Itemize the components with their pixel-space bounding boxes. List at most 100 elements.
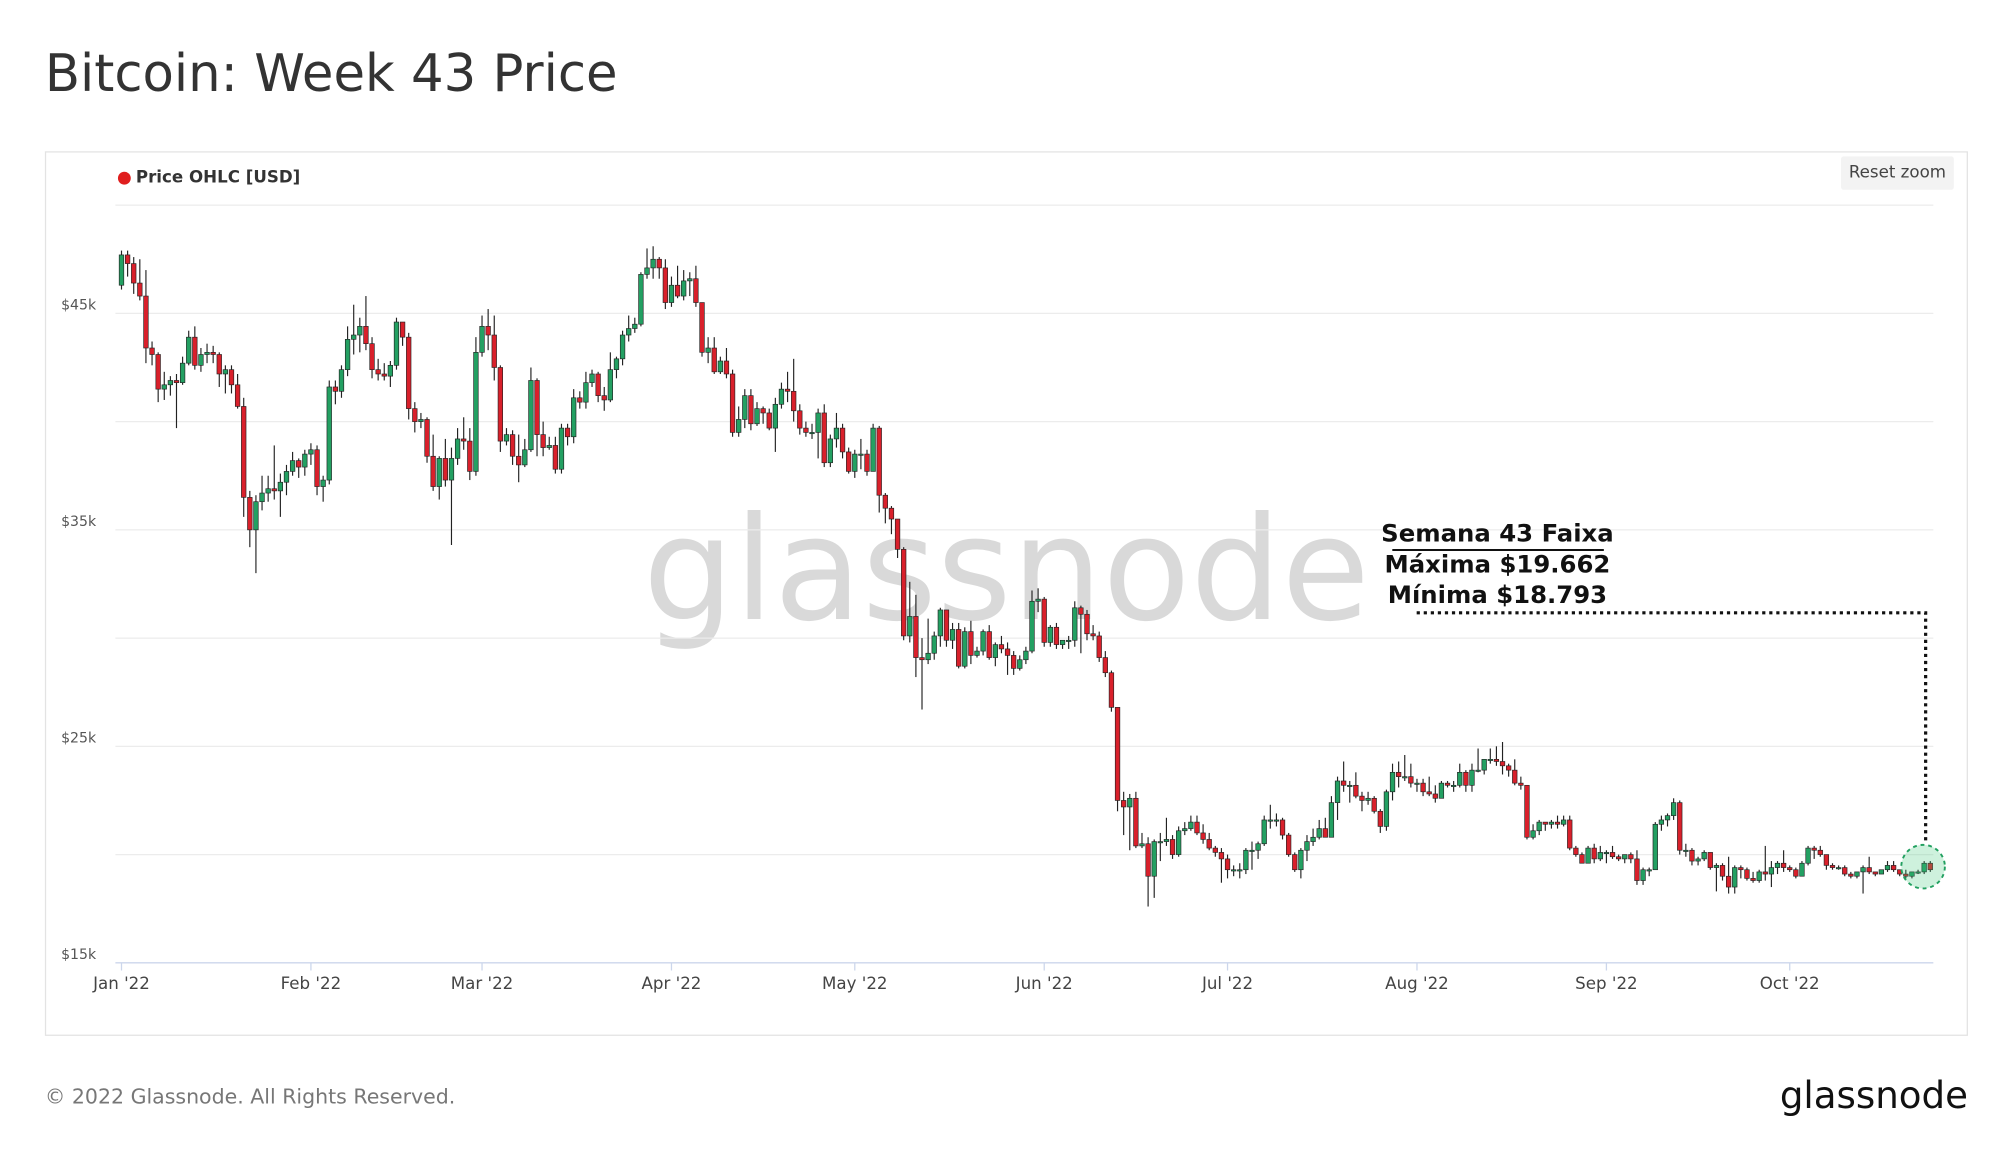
candle-body — [613, 358, 620, 370]
candle-body — [338, 369, 345, 392]
candle-body — [986, 631, 992, 658]
candle-body — [1475, 769, 1481, 772]
candle-body — [259, 492, 265, 503]
candle-body — [1664, 815, 1671, 821]
candle-body — [1567, 819, 1573, 849]
candle-body — [179, 362, 186, 383]
candle-body — [186, 336, 192, 364]
candle-body — [711, 347, 717, 373]
candle-body — [1145, 843, 1151, 877]
candle-body — [1499, 761, 1506, 767]
candle-body — [1353, 784, 1359, 797]
candle-body — [1426, 791, 1432, 795]
candle-body — [1457, 771, 1463, 786]
candle-body — [1640, 869, 1646, 881]
plot-area: $15k $25k $35k $45k Jan '22 Feb '22 Mar '22 Apr… — [61, 204, 1934, 993]
candle-body — [638, 274, 644, 325]
candle-body — [497, 367, 503, 442]
button-label[interactable]: Reset zoom — [1849, 163, 1946, 182]
reset-zoom-button[interactable]: Reset zoom — [1841, 156, 1954, 190]
candle-body — [1102, 657, 1108, 674]
x-tick-label: Jan '22 — [92, 974, 150, 993]
candle-body — [980, 631, 986, 652]
candle-body — [308, 449, 314, 455]
chart-title: Bitcoin: Week 43 Price — [45, 44, 618, 104]
candle-body — [1169, 839, 1176, 855]
candle-body — [650, 258, 656, 269]
candle-body — [1890, 865, 1897, 871]
button-bg[interactable] — [1841, 156, 1954, 190]
candle-body — [1365, 797, 1371, 801]
candle-body — [949, 629, 956, 641]
candle-body — [564, 427, 571, 438]
candle-body — [1579, 854, 1585, 864]
candle-body — [662, 267, 668, 303]
y-tick-label: $15k — [61, 947, 97, 963]
candle-body — [791, 390, 797, 412]
candle-body — [1231, 869, 1237, 872]
candle-body — [1182, 828, 1188, 832]
candle-body — [1383, 791, 1390, 827]
candle-body — [534, 380, 540, 435]
annotation: Semana 43 Faixa Máxima $19.662 Mínima $1… — [1381, 519, 1946, 890]
candle-body — [693, 278, 699, 303]
candle-body — [216, 354, 222, 375]
candle-body — [210, 352, 216, 355]
candle-body — [1493, 759, 1500, 762]
candle-body — [1652, 823, 1658, 871]
candle-body — [601, 395, 607, 401]
candle-body — [729, 373, 736, 433]
candle-body — [577, 397, 583, 403]
logo: glassnode — [1780, 1073, 1968, 1117]
watermark: glassnode — [643, 486, 1370, 653]
candle-body — [296, 460, 302, 468]
candle-body — [271, 488, 277, 492]
candle-body — [882, 494, 888, 509]
candle-body — [870, 427, 876, 472]
candle-body — [491, 334, 497, 368]
candle-body — [473, 352, 479, 472]
candle-body — [736, 419, 742, 433]
candle-body — [522, 449, 528, 466]
candle-body — [1286, 834, 1292, 855]
candle-body — [1444, 782, 1451, 786]
chart-frame — [44, 151, 1968, 1036]
candle-body — [888, 507, 895, 520]
candle-body — [436, 458, 442, 487]
candle-body — [1835, 867, 1842, 870]
candle-body — [571, 397, 577, 438]
candle-body — [1738, 867, 1744, 871]
candle-body — [1212, 847, 1218, 853]
candle-body — [173, 380, 180, 383]
candle-body — [1047, 626, 1053, 643]
candle-body — [1848, 873, 1854, 877]
footer: © 2022 Glassnode. All Rights Reserved. — [45, 1084, 455, 1108]
candle-body — [1322, 828, 1328, 838]
candle-body — [583, 382, 589, 403]
candle-body — [1597, 852, 1603, 860]
candle-body — [1915, 871, 1921, 874]
candle-body — [1842, 867, 1848, 875]
candle-body — [1658, 819, 1665, 825]
candle-body — [1530, 830, 1536, 838]
candle-body — [748, 395, 754, 425]
x-tick-label: Sep '22 — [1575, 974, 1637, 993]
candle-body — [1163, 839, 1170, 842]
candle-body — [1200, 832, 1206, 840]
candle-body — [858, 453, 864, 456]
candle-body — [1805, 847, 1811, 864]
candle-body — [1292, 854, 1298, 871]
candle-body — [1133, 797, 1139, 847]
candle-body — [1487, 759, 1493, 761]
candle-body — [919, 657, 925, 661]
candle-body — [1432, 793, 1438, 799]
candle-body — [1585, 847, 1591, 864]
candle-body — [1713, 865, 1720, 868]
candle-body — [968, 631, 974, 656]
candle-body — [1451, 784, 1457, 787]
candle-body — [699, 302, 705, 353]
candle-body — [540, 434, 546, 448]
candle-body — [363, 326, 369, 344]
candle-body — [1725, 875, 1732, 888]
x-tick-label: Feb '22 — [281, 974, 342, 993]
